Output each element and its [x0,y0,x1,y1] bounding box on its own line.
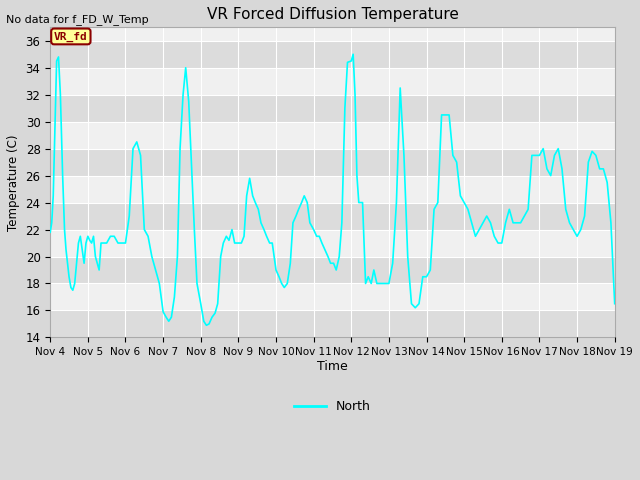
Bar [50,176,614,203]
Text: No data for f_FD_W_Temp: No data for f_FD_W_Temp [6,14,149,25]
Y-axis label: Temperature (C): Temperature (C) [7,134,20,230]
Title: VR Forced Diffusion Temperature: VR Forced Diffusion Temperature [207,7,458,22]
Bar [50,41,614,68]
Bar [50,203,614,229]
Bar [50,95,614,121]
Bar [50,284,614,311]
Bar [50,68,614,95]
X-axis label: Time: Time [317,360,348,373]
Bar [50,256,614,284]
Text: VR_fd: VR_fd [54,31,88,42]
Bar [50,229,614,256]
Bar [50,311,614,337]
Bar [50,121,614,149]
Legend: North: North [289,395,376,418]
Bar [50,149,614,176]
